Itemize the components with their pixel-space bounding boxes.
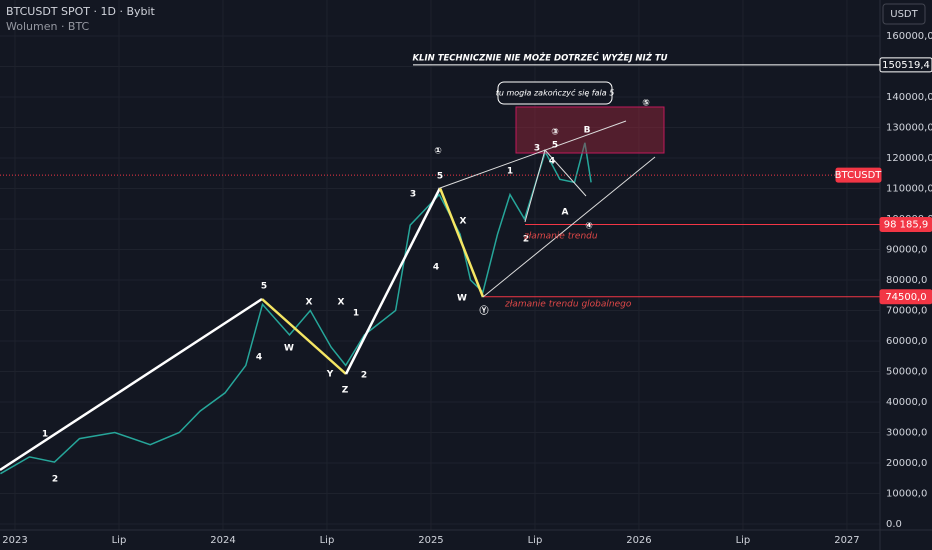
- wave-label: 5: [437, 172, 443, 182]
- wave-label: 5: [261, 282, 267, 292]
- wave-label: 4: [256, 353, 262, 363]
- y-tick-label: 20000,0: [886, 458, 927, 469]
- y-tick-label: 120000,0: [886, 153, 932, 164]
- level-label: 150519,4: [882, 60, 930, 71]
- level-label: 74500,0: [885, 292, 926, 303]
- wave-label: 3: [534, 144, 540, 154]
- y-tick-label: 90000,0: [886, 245, 927, 256]
- level-tag: [879, 217, 932, 233]
- annotation: tu mogła zakończyć się fala 5: [496, 88, 615, 98]
- y-tick-label: 160000,0: [886, 31, 932, 42]
- x-tick-label: 2024: [210, 535, 235, 546]
- y-tick-label: 130000,0: [886, 123, 932, 134]
- wave-label: 2: [361, 371, 367, 381]
- x-tick-label: 2023: [2, 535, 27, 546]
- wave-label: X: [460, 217, 467, 227]
- wave-line: [0, 297, 263, 472]
- wave-label: ③: [551, 128, 559, 138]
- target-zone: [515, 106, 665, 154]
- wedge-line: [482, 156, 656, 298]
- wave-label: ④: [585, 222, 593, 232]
- wave-label: Y: [326, 370, 334, 380]
- wave-label: 4: [549, 157, 555, 167]
- wave-line: [261, 298, 347, 375]
- wave-label: ①: [434, 147, 442, 157]
- x-tick-label: 2025: [418, 535, 443, 546]
- currency-label[interactable]: USDT: [890, 9, 918, 20]
- level-label: 98 185,9: [884, 220, 929, 231]
- wave-label: Z: [342, 386, 349, 396]
- wedge-line: [524, 148, 587, 223]
- y-tick-label: 140000,0: [886, 92, 932, 103]
- wave-label: X: [338, 298, 345, 308]
- wave-label: 3: [410, 190, 416, 200]
- wave-label: 1: [42, 430, 48, 440]
- y-tick-label: 60000,0: [886, 336, 927, 347]
- x-tick-label: Lip: [736, 535, 751, 546]
- y-tick-label: 0.0: [886, 519, 902, 530]
- wave-label: W: [284, 344, 294, 354]
- y-tick-label: 50000,0: [886, 367, 927, 378]
- y-tick-label: 40000,0: [886, 397, 927, 408]
- y-tick-label: 110000,0: [886, 184, 932, 195]
- wave-label: 2: [523, 235, 529, 245]
- callout-box: [497, 81, 613, 105]
- wave-label: A: [562, 208, 569, 218]
- level-label: BTCUSDT: [835, 170, 883, 181]
- currency-button[interactable]: [882, 3, 926, 25]
- wave-line: [344, 187, 442, 375]
- wave-label: 1: [353, 309, 359, 319]
- price-line: [0, 142, 592, 475]
- x-tick-label: Lip: [112, 535, 127, 546]
- x-tick-label: 2027: [834, 535, 859, 546]
- wave-label: ⑤: [642, 99, 650, 109]
- annotation: złamanie trendu: [523, 232, 598, 242]
- x-tick-label: Lip: [528, 535, 543, 546]
- y-tick-label: 10000,0: [886, 489, 927, 500]
- wave-label: W: [457, 294, 467, 304]
- wave-label: B: [584, 126, 591, 136]
- wave-label: Ⓨ: [479, 305, 488, 317]
- wedge-line: [439, 120, 627, 189]
- annotation: KLIN TECHNICZNIE NIE MOŻE DOTRZEĆ WYŻEJ …: [412, 52, 667, 64]
- wave-line: [438, 187, 485, 298]
- x-tick-label: 2026: [626, 535, 651, 546]
- subtitle: Wolumen · BTC: [6, 20, 90, 33]
- wave-label: 1: [507, 167, 513, 177]
- level-tag: [835, 167, 882, 183]
- y-tick-label: 30000,0: [886, 428, 927, 439]
- annotation: złamanie trendu globalnego: [504, 300, 632, 310]
- grid: [0, 0, 880, 530]
- wave-label: 5: [552, 141, 558, 151]
- wave-label: 4: [433, 263, 439, 273]
- y-tick-label: 70000,0: [886, 306, 927, 317]
- wave-label: 2: [52, 475, 58, 485]
- wave-label: X: [306, 298, 313, 308]
- x-tick-label: Lip: [320, 535, 335, 546]
- y-tick-label: 80000,0: [886, 275, 927, 286]
- level-tag: [879, 57, 932, 73]
- chart-title: BTCUSDT SPOT · 1D · Bybit: [6, 5, 156, 18]
- level-tag: [879, 289, 932, 305]
